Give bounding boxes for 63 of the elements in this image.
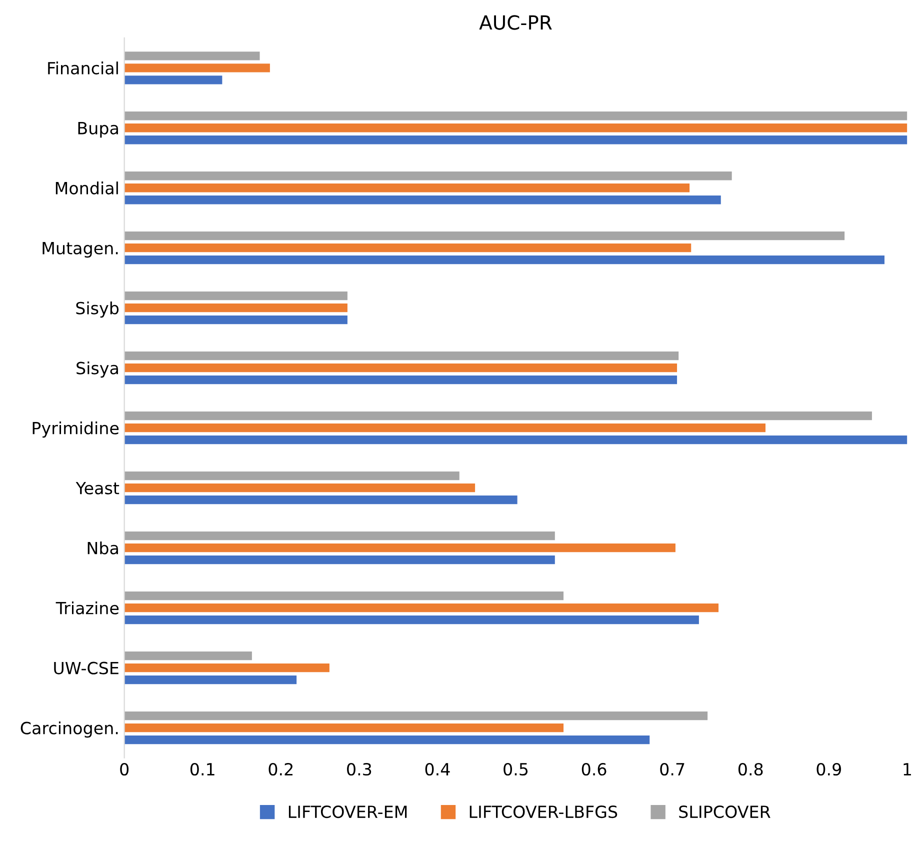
bar — [124, 196, 721, 204]
bar — [124, 64, 270, 72]
bar — [124, 136, 908, 144]
x-tick-label: 0.8 — [738, 762, 763, 776]
bar — [124, 556, 555, 564]
x-tick-label: 0.3 — [347, 762, 372, 776]
bar — [124, 76, 222, 84]
x-tick-label: 0.9 — [816, 762, 841, 776]
y-tick-label: Financial — [48, 62, 118, 74]
bar — [124, 436, 908, 444]
bar — [124, 735, 650, 744]
bar — [124, 256, 884, 264]
x-tick-label: 1 — [904, 763, 911, 776]
y-tick-label: Mondial — [56, 182, 118, 194]
x-tick-label: 0.1 — [190, 762, 214, 776]
y-tick-label: Pyrimidine — [32, 422, 119, 438]
y-tick-label: Mutagen. — [42, 242, 118, 258]
y-tick-label: Bupa — [78, 122, 118, 138]
bar — [124, 292, 348, 300]
x-tick-label: 0.6 — [582, 762, 606, 776]
bar — [124, 663, 330, 672]
x-tick-label: 0.2 — [268, 762, 292, 776]
y-tick-label: Nba — [88, 541, 118, 554]
bar — [124, 364, 678, 372]
bar — [124, 711, 708, 720]
y-tick-label: Triazine — [56, 601, 119, 614]
x-tick-label: 0.7 — [660, 762, 684, 776]
x-tick-label: 0.4 — [425, 762, 450, 776]
bar — [124, 124, 908, 132]
bar — [124, 651, 252, 660]
bar — [124, 376, 678, 384]
bar — [124, 532, 555, 540]
y-tick-label: Carcinogen. — [20, 721, 118, 738]
bar — [124, 52, 260, 60]
bar — [124, 316, 348, 324]
bar — [124, 496, 518, 504]
y-tick-label: UW-CSE — [54, 662, 118, 674]
x-tick-label: 0 — [120, 762, 129, 776]
y-tick-label: Sisyb — [76, 302, 119, 318]
bar — [124, 472, 460, 480]
bar — [124, 544, 676, 552]
y-tick-label: Sisya — [76, 362, 118, 378]
bar — [124, 232, 845, 240]
chart-title: AUC-PR — [479, 15, 552, 30]
bar — [124, 304, 348, 312]
bar — [124, 172, 732, 180]
legend-label: LIFTCOVER-EM — [288, 805, 407, 818]
bar — [124, 604, 719, 612]
bar — [124, 184, 690, 192]
bar — [124, 484, 476, 492]
bar — [124, 675, 297, 684]
bar — [124, 112, 908, 120]
bar — [124, 352, 679, 360]
bar — [124, 616, 699, 624]
legend-label: SLIPCOVER — [679, 805, 770, 818]
bar — [124, 723, 564, 732]
legend-label: LIFTCOVER-LBFGS — [470, 805, 618, 818]
bar — [124, 424, 766, 432]
bar — [124, 244, 692, 252]
y-tick-label: Yeast — [76, 482, 120, 494]
x-tick-label: 0.5 — [504, 762, 528, 776]
bar — [124, 412, 872, 420]
bar — [124, 592, 564, 600]
